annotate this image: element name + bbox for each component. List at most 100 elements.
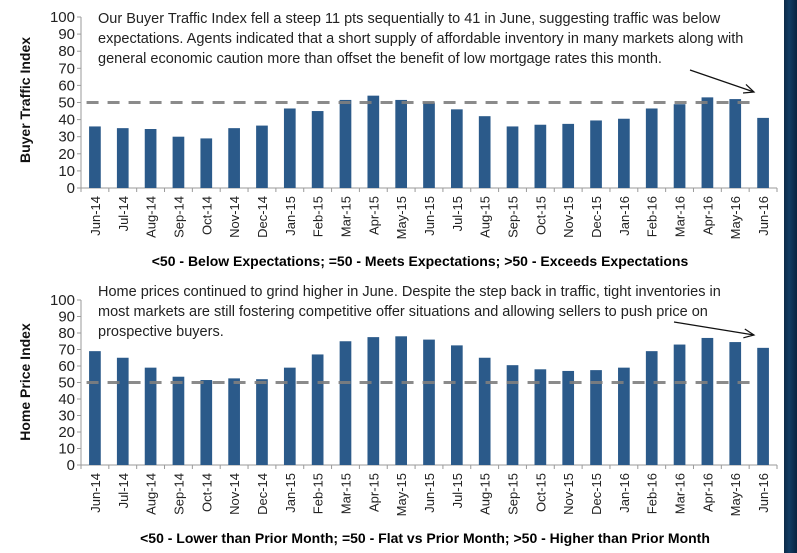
bar-Aug-15 [478, 357, 491, 465]
x-tick-label: Aug-15 [478, 196, 493, 238]
x-tick-label: Dec-14 [255, 473, 270, 515]
y-tick-label: 80 [58, 43, 75, 60]
bar-Nov-15 [562, 370, 575, 465]
bar-Dec-15 [590, 120, 602, 188]
x-tick-label: Jun-16 [756, 473, 771, 513]
x-tick-label: Jan-16 [617, 473, 632, 513]
x-tick-label: Aug-14 [144, 196, 159, 238]
annotation-line: expectations. Agents indicated that a sh… [98, 31, 743, 47]
y-tick-label: 30 [58, 408, 75, 425]
bar-Aug-14 [144, 367, 157, 465]
bar-Oct-15 [534, 124, 547, 188]
bar-Nov-15 [562, 123, 575, 188]
y-tick-label: 80 [58, 325, 75, 342]
x-tick-label: Sep-14 [171, 196, 186, 238]
bar-Oct-15 [534, 369, 547, 465]
bar-Nov-14 [228, 378, 240, 465]
y-tick-label: 60 [58, 77, 75, 94]
y-axis-title: Home Price Index [17, 323, 33, 441]
y-tick-label: 0 [67, 180, 75, 197]
bar-Sep-15 [506, 365, 519, 465]
x-tick-label: Jan-16 [617, 196, 632, 236]
x-tick-label: Jan-15 [283, 196, 298, 236]
bar-Jul-15 [450, 345, 463, 465]
bar-Feb-16 [645, 108, 658, 188]
annotation-line: Our Buyer Traffic Index fell a steep 11 … [98, 11, 721, 27]
x-tick-label: Apr-16 [700, 473, 715, 512]
bar-Apr-16 [701, 97, 714, 188]
x-tick-label: Mar-15 [338, 473, 353, 514]
x-tick-label: Oct-14 [199, 473, 214, 512]
bar-Sep-14 [172, 376, 185, 465]
x-axis-caption: <50 - Below Expectations; =50 - Meets Ex… [152, 253, 689, 269]
x-tick-label: Aug-14 [144, 473, 159, 515]
x-tick-label: Mar-15 [338, 196, 353, 237]
x-axis-caption: <50 - Lower than Prior Month; =50 - Flat… [140, 530, 710, 546]
y-axis-title: Buyer Traffic Index [17, 37, 33, 163]
bar-Oct-14 [200, 138, 213, 188]
bar-Jan-16 [618, 118, 630, 188]
bar-Oct-14 [200, 380, 213, 465]
bar-Jul-14 [116, 128, 129, 188]
bar-May-15 [395, 336, 408, 465]
bar-Sep-15 [506, 126, 519, 188]
x-tick-label: Nov-15 [561, 473, 576, 515]
bar-Mar-16 [673, 344, 686, 465]
bar-Dec-15 [590, 370, 602, 465]
bar-Jul-15 [450, 109, 463, 188]
annotation-line: most markets are still fostering competi… [98, 304, 708, 320]
y-tick-label: 20 [58, 146, 75, 163]
y-tick-label: 90 [58, 309, 75, 326]
bar-Jul-14 [116, 357, 129, 465]
bar-Jan-15 [283, 108, 296, 188]
x-tick-label: Mar-16 [673, 473, 688, 514]
annotation-line: prospective buyers. [98, 324, 224, 340]
y-tick-label: 70 [58, 60, 75, 77]
window-frame-edge [784, 0, 797, 553]
annotation-line: Home prices continued to grind higher in… [98, 284, 721, 300]
x-tick-label: Sep-14 [171, 473, 186, 515]
bar-Feb-16 [645, 351, 658, 465]
x-tick-label: May-15 [394, 473, 409, 516]
x-tick-label: Jul-14 [116, 196, 131, 231]
x-tick-label: Nov-14 [227, 196, 242, 238]
y-tick-label: 40 [58, 391, 75, 408]
bar-Mar-16 [673, 104, 686, 188]
x-tick-label: Apr-15 [366, 473, 381, 512]
x-tick-label: Apr-15 [366, 196, 381, 235]
y-tick-label: 70 [58, 342, 75, 359]
arrow-icon [689, 69, 755, 93]
y-tick-label: 60 [58, 358, 75, 375]
bar-Jun-15 [423, 102, 435, 188]
x-tick-label: Apr-16 [700, 196, 715, 235]
bar-Jun-14 [89, 351, 101, 465]
x-tick-label: Nov-14 [227, 473, 242, 515]
y-tick-label: 50 [58, 375, 75, 392]
y-tick-label: 100 [50, 292, 75, 309]
bar-Jan-15 [283, 367, 296, 465]
bar-May-16 [729, 342, 742, 465]
x-tick-label: Oct-15 [533, 473, 548, 512]
y-tick-label: 30 [58, 129, 75, 146]
x-tick-label: Jun-14 [88, 473, 103, 513]
bar-Apr-15 [367, 337, 380, 465]
x-tick-label: Oct-15 [533, 196, 548, 235]
y-tick-label: 20 [58, 424, 75, 441]
y-tick-label: 40 [58, 112, 75, 129]
x-tick-label: Jun-14 [88, 196, 103, 236]
bar-Mar-15 [339, 99, 352, 188]
x-tick-label: Sep-15 [506, 196, 521, 238]
bar-Jun-16 [757, 117, 769, 188]
x-tick-label: Nov-15 [561, 196, 576, 238]
arrowhead-icon [742, 84, 756, 94]
x-tick-label: Mar-16 [673, 196, 688, 237]
x-tick-label: Jul-15 [450, 196, 465, 231]
x-tick-label: Sep-15 [506, 473, 521, 515]
x-tick-label: Jun-16 [756, 196, 771, 236]
bar-Feb-15 [311, 354, 324, 465]
arrow-icon [673, 321, 755, 336]
x-tick-label: Jun-15 [422, 196, 437, 236]
x-tick-label: Feb-16 [645, 473, 660, 514]
x-tick-label: Jan-15 [283, 473, 298, 513]
